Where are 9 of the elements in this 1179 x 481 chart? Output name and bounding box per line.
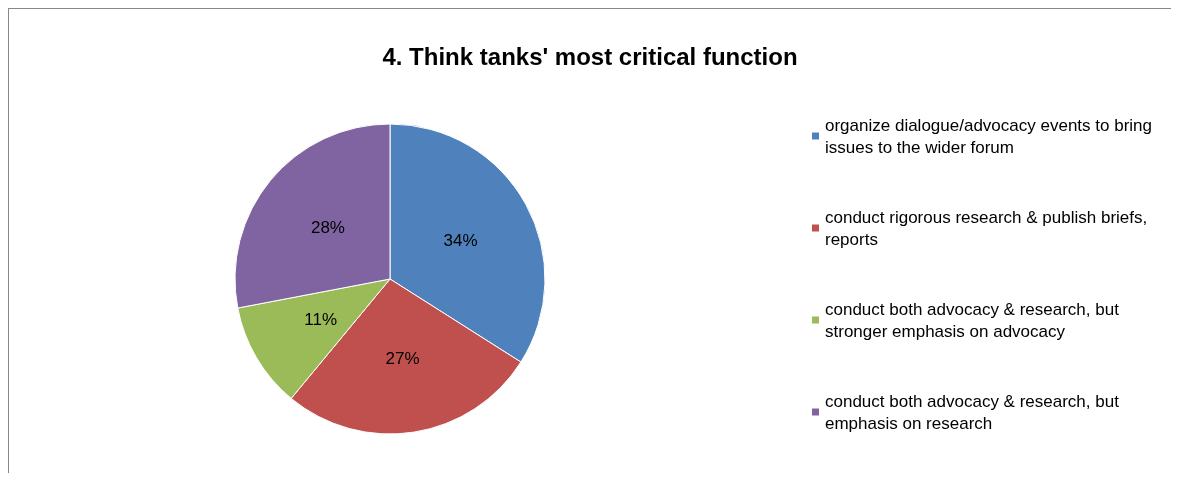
data-label: 11% bbox=[304, 310, 338, 330]
legend-label: conduct both advocacy & research, but emphasis on research bbox=[825, 391, 1124, 433]
legend-label: conduct both advocacy & research, but stronger emphasis on advocacy bbox=[825, 299, 1124, 341]
data-label: 34% bbox=[443, 230, 478, 250]
data-label: 28% bbox=[310, 218, 345, 238]
legend-label: organize dialogue/advocacy events to bring issues to the wider forum bbox=[825, 115, 1157, 157]
data-label: 27% bbox=[385, 349, 420, 369]
legend-label: conduct rigorous research & publish briefs, reports bbox=[825, 207, 1152, 249]
chart-title: 4. Think tanks' most critical function bbox=[382, 42, 798, 70]
